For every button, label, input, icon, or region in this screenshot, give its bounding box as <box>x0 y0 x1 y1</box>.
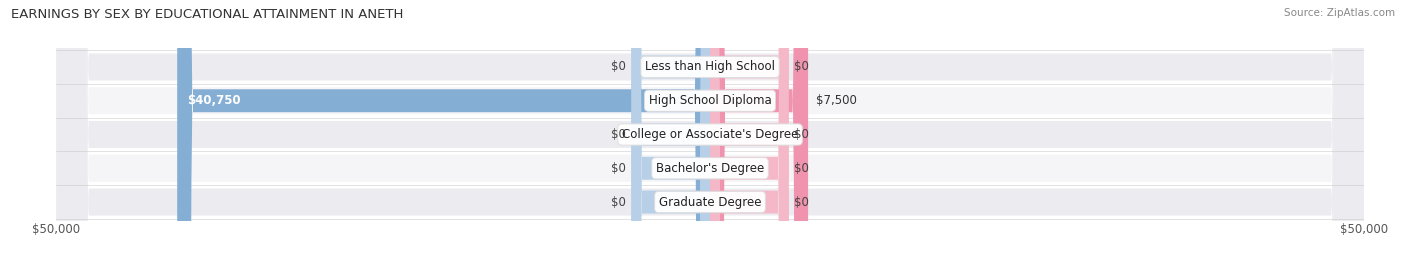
Text: $0: $0 <box>794 196 808 208</box>
Text: $0: $0 <box>612 162 626 175</box>
FancyBboxPatch shape <box>56 0 1364 269</box>
FancyBboxPatch shape <box>710 0 789 269</box>
Text: $7,500: $7,500 <box>815 94 856 107</box>
Text: EARNINGS BY SEX BY EDUCATIONAL ATTAINMENT IN ANETH: EARNINGS BY SEX BY EDUCATIONAL ATTAINMEN… <box>11 8 404 21</box>
FancyBboxPatch shape <box>710 0 789 269</box>
FancyBboxPatch shape <box>177 0 710 269</box>
Text: $0: $0 <box>612 61 626 73</box>
Text: $0: $0 <box>612 196 626 208</box>
Text: $0: $0 <box>612 128 626 141</box>
Text: $0: $0 <box>794 128 808 141</box>
FancyBboxPatch shape <box>710 0 789 269</box>
FancyBboxPatch shape <box>56 0 1364 269</box>
Text: $0: $0 <box>794 61 808 73</box>
Text: Graduate Degree: Graduate Degree <box>659 196 761 208</box>
Text: Bachelor's Degree: Bachelor's Degree <box>657 162 763 175</box>
FancyBboxPatch shape <box>631 0 710 269</box>
Text: Source: ZipAtlas.com: Source: ZipAtlas.com <box>1284 8 1395 18</box>
FancyBboxPatch shape <box>710 0 789 269</box>
FancyBboxPatch shape <box>710 0 808 269</box>
Text: Less than High School: Less than High School <box>645 61 775 73</box>
Text: $0: $0 <box>794 162 808 175</box>
Text: $40,750: $40,750 <box>187 94 240 107</box>
FancyBboxPatch shape <box>631 0 710 269</box>
FancyBboxPatch shape <box>631 0 710 269</box>
FancyBboxPatch shape <box>56 0 1364 269</box>
FancyBboxPatch shape <box>56 0 1364 269</box>
Text: College or Associate's Degree: College or Associate's Degree <box>621 128 799 141</box>
FancyBboxPatch shape <box>56 0 1364 269</box>
Text: High School Diploma: High School Diploma <box>648 94 772 107</box>
FancyBboxPatch shape <box>631 0 710 269</box>
